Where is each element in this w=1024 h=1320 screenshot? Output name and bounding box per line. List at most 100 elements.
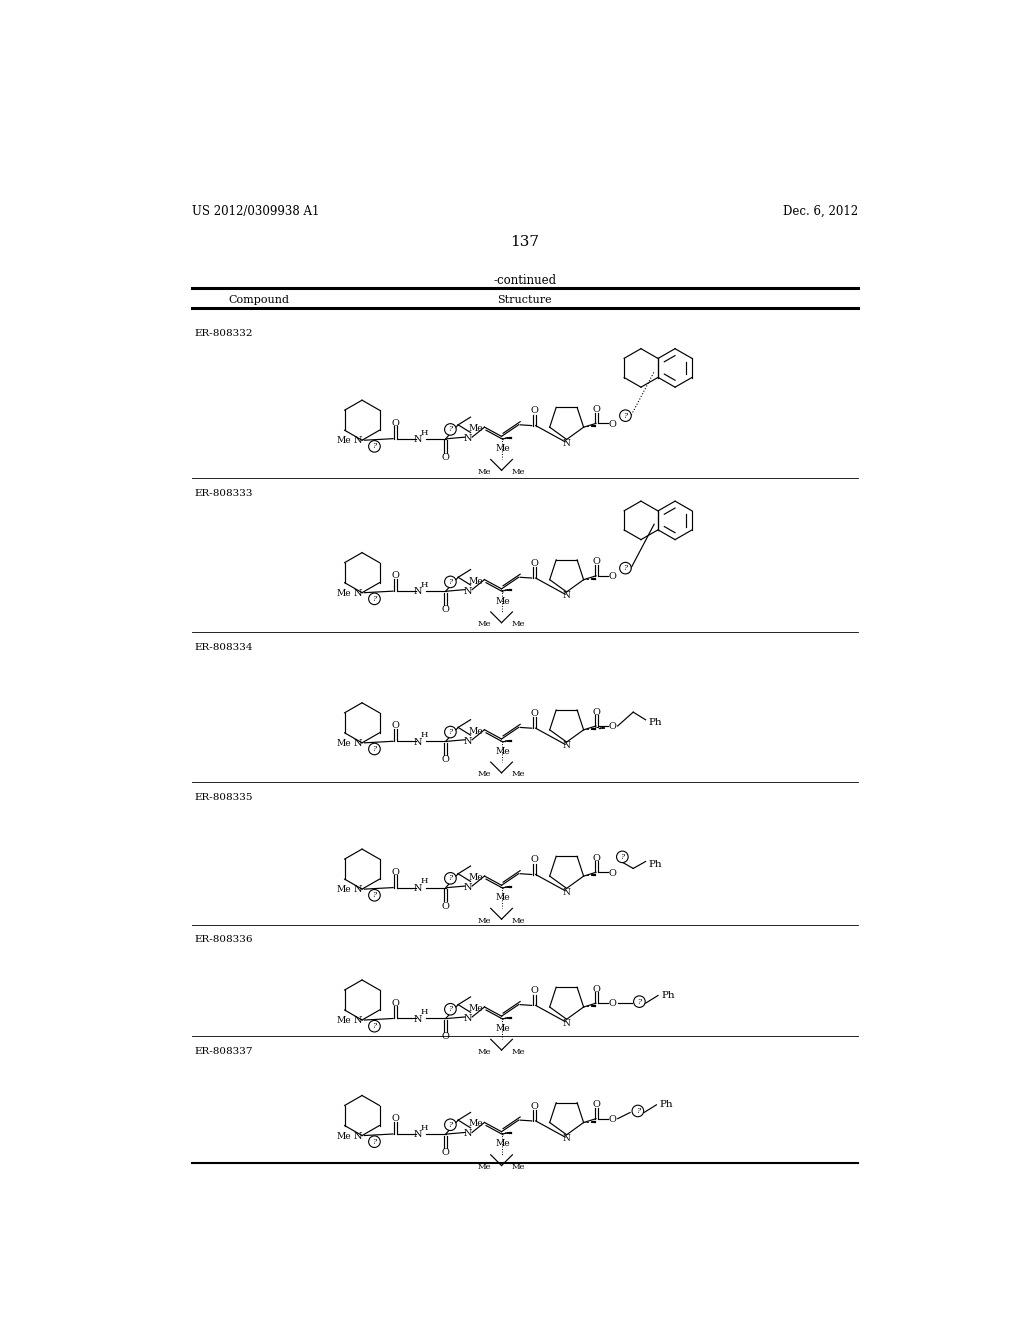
Text: O: O	[391, 418, 399, 428]
Text: ER-808336: ER-808336	[195, 936, 253, 944]
Text: N: N	[463, 1130, 472, 1138]
Text: O: O	[608, 572, 616, 581]
Text: O: O	[608, 722, 616, 731]
Text: Me: Me	[478, 916, 492, 925]
Text: O: O	[530, 1102, 539, 1110]
Circle shape	[444, 1119, 457, 1130]
Text: N: N	[354, 589, 362, 598]
Text: Me: Me	[495, 1139, 510, 1148]
Text: Me: Me	[469, 873, 483, 882]
Text: -continued: -continued	[494, 275, 556, 286]
Circle shape	[632, 1105, 644, 1117]
Circle shape	[369, 1020, 380, 1032]
Text: Ph: Ph	[648, 718, 663, 727]
Circle shape	[620, 562, 631, 574]
Text: Me: Me	[512, 771, 525, 779]
Text: ?: ?	[373, 891, 377, 899]
Text: N: N	[563, 1134, 570, 1143]
Circle shape	[369, 743, 380, 755]
Text: N: N	[354, 886, 362, 895]
Text: H: H	[421, 731, 428, 739]
Text: ?: ?	[449, 1121, 453, 1129]
Circle shape	[444, 873, 457, 884]
Text: O: O	[608, 1115, 616, 1123]
Text: ?: ?	[624, 564, 628, 572]
Circle shape	[634, 995, 645, 1007]
Text: ?: ?	[449, 729, 453, 737]
Text: ?: ?	[373, 442, 377, 450]
Circle shape	[616, 851, 628, 863]
Text: Me: Me	[478, 1048, 492, 1056]
Circle shape	[444, 1003, 457, 1015]
Text: US 2012/0309938 A1: US 2012/0309938 A1	[191, 205, 318, 218]
Text: O: O	[593, 557, 601, 566]
Text: N: N	[563, 591, 570, 601]
Circle shape	[369, 890, 380, 902]
Text: Ph: Ph	[662, 991, 675, 1001]
Text: ?: ?	[373, 1022, 377, 1030]
Circle shape	[444, 424, 457, 436]
Text: ?: ?	[373, 1138, 377, 1146]
Text: ER-808332: ER-808332	[195, 330, 253, 338]
Circle shape	[444, 576, 457, 587]
Text: N: N	[414, 884, 422, 892]
Text: O: O	[530, 855, 539, 865]
Text: Me: Me	[337, 1131, 351, 1140]
Text: Me: Me	[478, 620, 492, 628]
Text: Me: Me	[495, 445, 510, 453]
Text: H: H	[421, 1008, 428, 1016]
Text: N: N	[463, 1014, 472, 1023]
Text: ?: ?	[373, 744, 377, 752]
Text: Me: Me	[337, 437, 351, 445]
Text: ?: ?	[624, 412, 628, 420]
Text: O: O	[530, 986, 539, 995]
Text: ER-808337: ER-808337	[195, 1047, 253, 1056]
Text: H: H	[421, 581, 428, 589]
Text: O: O	[441, 1148, 450, 1156]
Text: O: O	[608, 999, 616, 1008]
Text: Me: Me	[469, 727, 483, 735]
Text: N: N	[463, 434, 472, 444]
Text: Me: Me	[512, 916, 525, 925]
Text: Me: Me	[478, 1163, 492, 1171]
Circle shape	[444, 726, 457, 738]
Text: N: N	[463, 586, 472, 595]
Text: Me: Me	[495, 597, 510, 606]
Text: O: O	[593, 708, 601, 717]
Text: O: O	[608, 420, 616, 429]
Text: N: N	[463, 883, 472, 892]
Text: Me: Me	[495, 1024, 510, 1034]
Text: Me: Me	[337, 1016, 351, 1026]
Text: O: O	[441, 902, 450, 911]
Text: Me: Me	[469, 1119, 483, 1129]
Text: ?: ?	[373, 595, 377, 603]
Text: O: O	[441, 605, 450, 614]
Text: Ph: Ph	[648, 861, 663, 869]
Text: ?: ?	[621, 853, 625, 861]
Text: Me: Me	[478, 467, 492, 475]
Text: N: N	[354, 437, 362, 445]
Text: N: N	[354, 1016, 362, 1026]
Text: Ph: Ph	[659, 1101, 673, 1109]
Text: O: O	[593, 405, 601, 414]
Text: ER-808333: ER-808333	[195, 488, 253, 498]
Text: 137: 137	[510, 235, 540, 249]
Text: ?: ?	[449, 874, 453, 882]
Text: O: O	[530, 407, 539, 416]
Text: Me: Me	[512, 620, 525, 628]
Text: N: N	[463, 737, 472, 746]
Text: N: N	[563, 888, 570, 896]
Text: ER-808334: ER-808334	[195, 643, 253, 652]
Text: H: H	[421, 429, 428, 437]
Text: O: O	[391, 722, 399, 730]
Circle shape	[369, 441, 380, 453]
Text: N: N	[414, 587, 422, 597]
Text: Dec. 6, 2012: Dec. 6, 2012	[783, 205, 858, 218]
Text: Me: Me	[512, 1163, 525, 1171]
Text: O: O	[441, 755, 450, 764]
Text: O: O	[593, 1101, 601, 1109]
Text: N: N	[354, 739, 362, 748]
Text: O: O	[608, 869, 616, 878]
Text: ?: ?	[449, 578, 453, 586]
Text: Me: Me	[512, 467, 525, 475]
